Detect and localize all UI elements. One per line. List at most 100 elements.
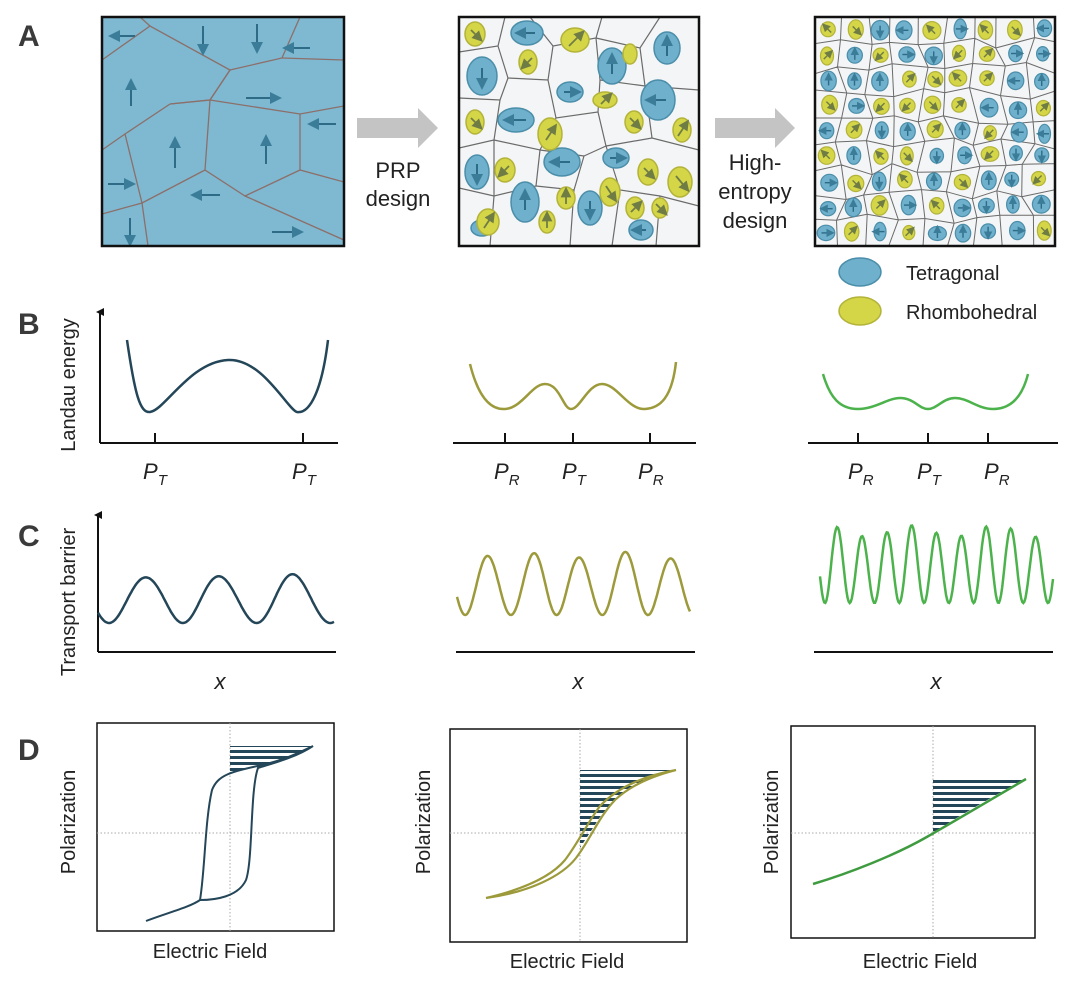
rhombohedral-grain [820,21,836,38]
rhombohedral-grain [1007,19,1023,41]
tetragonal-grain [1035,123,1052,144]
tetragonal-grain [1008,220,1026,241]
electric-field-label-2: Electric Field [510,951,624,973]
tetragonal-grain [844,197,863,218]
rhombohedral-grain [977,20,994,40]
legend-rhombohedral-label: Rhombohedral [906,302,1037,324]
rhombohedral-grain [923,95,942,115]
panel-label-d: D [18,734,40,767]
energy-hatch-2 [580,770,676,848]
domain-structure-high-entropy [813,15,1057,248]
tick-label-b2-3: PR [638,459,664,489]
tick-label-b2-1: PR [494,459,520,489]
tetragonal-grain [977,197,995,215]
tetragonal-grain [874,121,889,140]
rhombohedral-grain [953,173,972,191]
tetragonal-grain [820,70,837,92]
hysteresis-panel-normal: Polarization Electric Field [58,722,335,963]
polarization-arrows-prp-r [470,29,690,229]
tetragonal-grain [900,194,918,216]
landau-energy-panel: Landau energy PT PT PR PT PR PR PT PR [58,308,1058,489]
big-arrow-1 [357,108,438,148]
tetragonal-grain [980,170,997,191]
tick-label-b3-3: PR [984,459,1010,489]
panel-label-c: C [18,520,40,553]
panel-label-b: B [18,308,40,341]
tick-label-b1-2: PT [292,459,318,489]
tetragonal-grain [871,221,887,242]
rhombohedral-grain [978,46,996,62]
arrow-2-line-3: design [723,208,788,233]
hysteresis-loop-normal [145,745,314,922]
tetragonal-grain [980,223,997,240]
polarization-arrows-prp [471,27,673,236]
tetragonal-grain [846,146,862,165]
tetragonal-grain [871,71,889,92]
tetragonal-grain [899,122,916,141]
tetragonal-grain [979,97,999,118]
tick-label-b1-1: PT [143,459,169,489]
electric-field-label-3: Electric Field [863,951,977,973]
rhombohedral-grain [845,120,863,139]
polarization-axis-label-1: Polarization [58,770,80,875]
tetragonal-grain [957,146,974,165]
rhombohedral-grain [821,94,839,115]
grain-boundaries [102,17,344,246]
landau-energy-axis-label: Landau energy [58,318,80,451]
rhombohedral-grain [897,170,913,189]
grain-boundary-lines [815,17,1055,246]
transport-curve-normal [96,573,335,625]
tetragonal-grain [927,224,948,242]
x-axis-label-c1: x [214,669,227,694]
pe-curve-high-entropy [812,777,1027,886]
rhombohedral-grain [873,147,889,165]
tetragonal-grain [898,46,916,63]
tetragonal-grain [1008,44,1025,63]
tetragonal-grain [870,19,890,41]
rhombohedral-grain [817,146,836,165]
rhombohedral-grain [979,70,995,87]
hysteresis-panel-prp: Polarization Electric Field [413,728,688,973]
domain-structure-normal [100,15,346,248]
tetragonal-grain [820,173,839,192]
tetragonal-grain [1004,171,1020,189]
tetragonal-grain [847,72,862,90]
tetragonal-grain [1006,71,1025,91]
tick-label-b2-2: PT [562,459,588,489]
tetragonal-grain [925,172,943,191]
tetragonal-grain [818,122,835,140]
rhombohedral-grain [951,96,967,113]
rhombohedral-grain [902,70,917,88]
tetragonal-grain [1010,121,1028,143]
tetragonal-grain [846,46,864,64]
legend-tetragonal-label: Tetragonal [906,263,999,285]
rhombohedral-grain [927,71,944,88]
rhombohedral-grain [819,46,835,66]
tetragonal-grain [895,20,913,41]
tick-label-b3-2: PT [917,459,943,489]
transport-barrier-axis-label: Transport barrier [58,528,80,677]
arrow-1-line-2: design [366,186,431,211]
rhombohedral-grain [899,97,916,114]
rhombohedral-grain [948,69,968,87]
tetragonal-grain [1006,195,1020,214]
tetragonal-grain [953,198,972,218]
tetragonal-grain [871,171,887,192]
domain-arrows [108,24,336,247]
tetragonal-grain [929,147,945,165]
rhombohedral-grain [926,120,944,139]
landau-curve-high-entropy [821,373,1030,411]
energy-hatch-1 [230,746,313,772]
x-axis-label-c3: x [930,669,943,694]
landau-curve-normal [125,339,330,414]
tetragonal-grain [1034,147,1050,164]
transport-curve-high-entropy [818,524,1055,606]
tetragonal-grain [1008,101,1028,120]
tetragonal-grain [816,224,836,242]
big-arrow-2 [715,108,795,148]
rhombohedral-grain [951,44,967,63]
tetragonal-grain [1031,194,1051,214]
tetragonal-grain [1008,145,1023,162]
transport-barrier-panel: Transport barrier x x x [58,511,1055,694]
